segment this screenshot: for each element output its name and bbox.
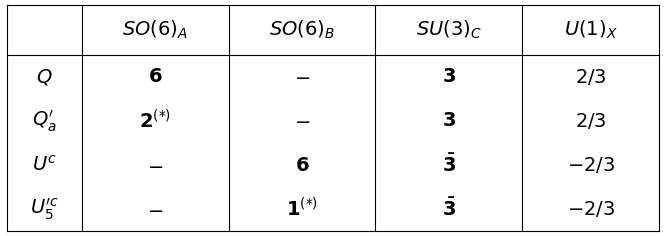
Text: $\mathit{SU}(3)_{\mathit{C}}$: $\mathit{SU}(3)_{\mathit{C}}$	[416, 18, 482, 41]
Text: $\mathit{Q}$: $\mathit{Q}$	[36, 67, 53, 87]
Text: $\mathit{Q}^{\prime}_{\mathit{a}}$: $\mathit{Q}^{\prime}_{\mathit{a}}$	[32, 108, 57, 134]
Text: $\mathit{U}(1)_{\mathit{X}}$: $\mathit{U}(1)_{\mathit{X}}$	[564, 18, 617, 41]
Text: $-$: $-$	[294, 111, 310, 130]
Text: $\mathit{U}^{\mathit{c}}$: $\mathit{U}^{\mathit{c}}$	[32, 155, 57, 175]
Text: $\mathit{SO}(6)_{\mathit{B}}$: $\mathit{SO}(6)_{\mathit{B}}$	[269, 18, 335, 41]
Text: $\mathbf{2}^{(*)}$: $\mathbf{2}^{(*)}$	[139, 109, 171, 132]
Text: $\mathbf{\bar{3}}$: $\mathbf{\bar{3}}$	[442, 154, 456, 176]
Text: $2/3$: $2/3$	[575, 111, 607, 131]
Text: $-$: $-$	[294, 67, 310, 86]
Text: $-2/3$: $-2/3$	[567, 155, 615, 175]
Text: $\mathbf{1}^{(*)}$: $\mathbf{1}^{(*)}$	[286, 198, 318, 221]
Text: $-$: $-$	[147, 156, 163, 174]
Text: $\mathbf{6}$: $\mathbf{6}$	[295, 156, 309, 174]
Text: $2/3$: $2/3$	[575, 67, 607, 87]
Text: $\mathit{U}^{\prime\mathit{c}}_{5}$: $\mathit{U}^{\prime\mathit{c}}_{5}$	[30, 196, 59, 222]
Text: $\mathbf{3}$: $\mathbf{3}$	[442, 111, 456, 130]
Text: $\mathit{SO}(6)_{\mathit{A}}$: $\mathit{SO}(6)_{\mathit{A}}$	[122, 18, 188, 41]
Text: $-$: $-$	[147, 200, 163, 219]
Text: $\mathbf{6}$: $\mathbf{6}$	[148, 67, 163, 86]
Text: $-2/3$: $-2/3$	[567, 199, 615, 219]
Text: $\mathbf{3}$: $\mathbf{3}$	[442, 67, 456, 86]
Text: $\mathbf{\bar{3}}$: $\mathbf{\bar{3}}$	[442, 198, 456, 220]
